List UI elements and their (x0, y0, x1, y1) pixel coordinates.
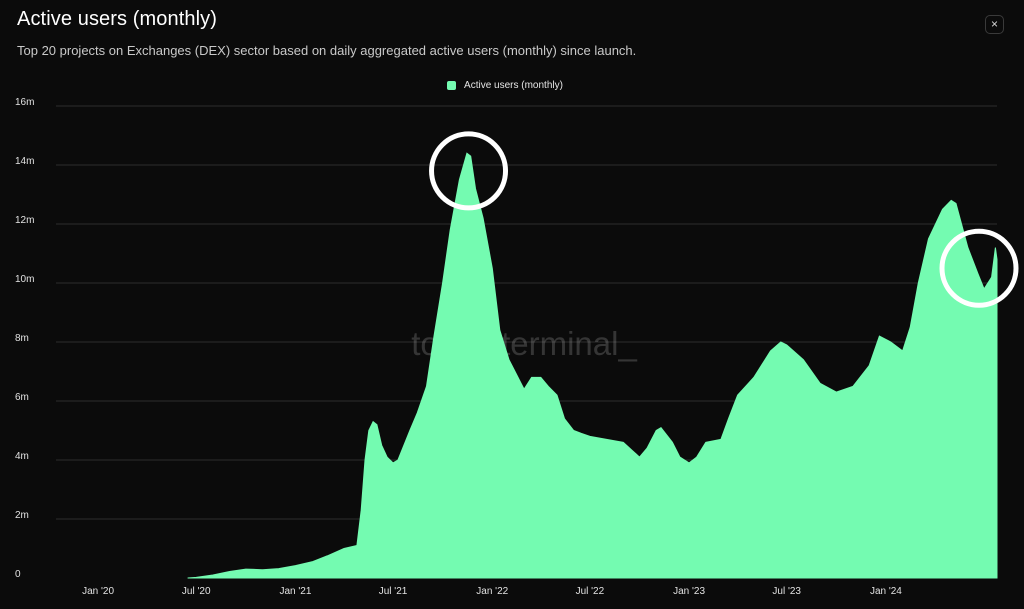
legend-label: Active users (monthly) (464, 80, 563, 91)
close-icon: × (990, 17, 998, 31)
annotations (429, 131, 1019, 308)
y-tick-label: 10m (15, 274, 34, 285)
x-tick-label: Jan '23 (673, 586, 705, 597)
chart-legend: Active users (monthly) (0, 80, 1010, 91)
x-tick-label: Jan '21 (279, 586, 311, 597)
y-tick-label: 6m (15, 392, 29, 403)
y-tick-label: 4m (15, 451, 29, 462)
y-tick-label: 2m (15, 510, 29, 521)
x-tick-label: Jan '24 (870, 586, 902, 597)
annotation-circle (429, 131, 509, 211)
x-tick-label: Jul '23 (772, 586, 801, 597)
x-tick-label: Jul '22 (576, 586, 605, 597)
y-tick-label: 16m (15, 97, 34, 108)
close-button[interactable]: × (985, 15, 1004, 34)
x-tick-label: Jul '20 (182, 586, 211, 597)
x-tick-label: Jul '21 (379, 586, 408, 597)
chart-subtitle: Top 20 projects on Exchanges (DEX) secto… (17, 43, 637, 58)
annotation-circle (939, 228, 1019, 308)
area-layer (187, 152, 998, 579)
y-axis: 0 2m 4m 6m 8m 10m 12m 14m 16m (15, 97, 34, 580)
y-tick-label: 14m (15, 156, 34, 167)
y-tick-label: 8m (15, 333, 29, 344)
legend-swatch (447, 81, 457, 90)
chart-title: Active users (monthly) (17, 8, 218, 30)
x-axis: Jan '20 Jul '20 Jan '21 Jul '21 Jan '22 Jul '… (82, 586, 902, 597)
x-tick-label: Jan '22 (476, 586, 508, 597)
x-tick-label: Jan '20 (82, 586, 114, 597)
y-tick-label: 0 (15, 569, 21, 580)
y-tick-label: 12m (15, 215, 34, 226)
series-area-active-users (187, 152, 998, 579)
